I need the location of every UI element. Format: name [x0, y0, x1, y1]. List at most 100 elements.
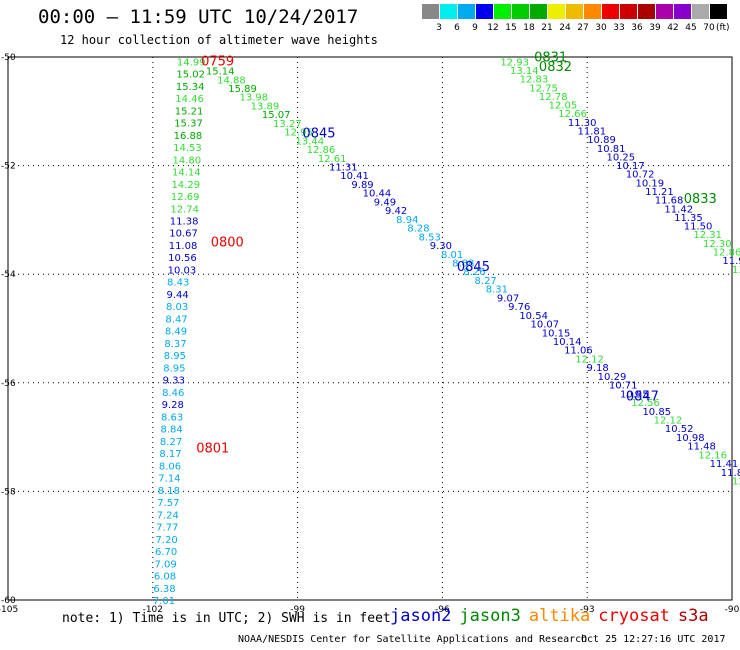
colorbar-label: 3: [436, 23, 442, 33]
swh-value: 8.01: [441, 250, 463, 261]
colorbar-swatch: [656, 4, 673, 19]
swh-value: 8.84: [160, 425, 182, 436]
swh-value: 11.86: [721, 468, 740, 479]
swh-value: 8.37: [164, 339, 186, 350]
swh-value: 11.08: [169, 241, 198, 252]
swh-value: 9.42: [385, 206, 407, 217]
satellite-legend-item: altika: [528, 606, 591, 626]
swh-value: 9.49: [374, 197, 396, 208]
swh-value: 8.49: [165, 327, 187, 338]
swh-value: 12.04: [732, 477, 740, 488]
lat-tick-label: -50: [1, 53, 16, 63]
swh-value: 12.30: [703, 239, 732, 250]
swh-value: 14.53: [173, 143, 202, 154]
swh-value: 7.09: [154, 559, 176, 570]
swh-value: 10.85: [642, 407, 671, 418]
swh-value: 11.92: [722, 256, 740, 267]
swh-value: 7.14: [158, 474, 180, 485]
swh-value: 13.44: [295, 136, 324, 147]
swh-value: 11.68: [655, 196, 684, 207]
swh-value: 15.37: [174, 119, 203, 130]
colorbar-swatch: [548, 4, 565, 19]
colorbar-swatch: [710, 4, 727, 19]
swh-value: 15.89: [228, 84, 257, 95]
swh-value: 14.46: [175, 94, 204, 105]
swh-value: 12.16: [698, 450, 727, 461]
swh-value: 9.44: [167, 290, 189, 301]
swh-value: 12.31: [693, 230, 722, 241]
swh-value: 9.28: [162, 400, 184, 411]
swh-value: 11.50: [684, 222, 713, 233]
swh-value: 15.07: [262, 110, 291, 121]
swh-value: 14.29: [171, 180, 200, 191]
satellite-track: 12.9313.1412.8312.7512.7812.0512.6611.30…: [500, 57, 740, 275]
lon-tick-label: -105: [0, 605, 18, 615]
swh-value: 9.30: [430, 241, 452, 252]
pass-time-label: 0800: [211, 236, 244, 251]
swh-value: 12.56: [631, 398, 660, 409]
satellite-legend: jason2 jason3 altika cryosat s3a: [390, 606, 717, 626]
lat-tick-label: -60: [1, 596, 16, 606]
swh-value: 12.75: [529, 83, 558, 94]
swh-value: 10.72: [626, 170, 655, 181]
swh-value: 12.05: [549, 101, 578, 112]
swh-value: 7.01: [153, 596, 175, 607]
colorbar-label: 15: [505, 23, 517, 33]
swh-value: 13.14: [510, 66, 539, 77]
swh-value: 8.47: [165, 314, 187, 325]
colorbar-swatch: [422, 4, 439, 19]
swh-value: 10.44: [363, 189, 392, 200]
swh-value: 7.57: [157, 498, 179, 509]
swh-value: 10.71: [609, 381, 638, 392]
swh-value: 8.31: [486, 285, 508, 296]
colorbar-swatch: [476, 4, 493, 19]
lon-tick-label: -99: [290, 605, 305, 615]
colorbar-label: 42: [667, 23, 679, 33]
colorbar-swatch: [584, 4, 601, 19]
lon-tick-label: -102: [143, 605, 163, 615]
swh-value: 10.67: [169, 229, 198, 240]
swh-value: 8.17: [159, 449, 181, 460]
swh-value: 8.28: [407, 224, 429, 235]
swh-value: 10.19: [635, 178, 664, 189]
colorbar-label: 12: [487, 23, 499, 33]
swh-value: 10.15: [542, 328, 571, 339]
generated-timestamp: Oct 25 12:27:16 UTC 2017: [581, 634, 726, 645]
swh-value: 13.89: [251, 101, 280, 112]
swh-value: 11.81: [578, 126, 607, 137]
map-title: 00:00 – 11:59 UTC 10/24/2017: [38, 6, 359, 28]
swh-value: 15.02: [176, 70, 205, 81]
colorbar-label: 6: [454, 23, 460, 33]
colorbar-label: 27: [577, 23, 589, 33]
swh-value: 13.98: [239, 93, 268, 104]
swh-value: 11.31: [329, 163, 358, 174]
swh-value: 8.63: [161, 412, 183, 423]
swh-value: 12.78: [539, 92, 568, 103]
colorbar-label: 36: [631, 23, 643, 33]
swh-value: 10.29: [598, 372, 627, 383]
lat-lon-grid: [8, 57, 732, 600]
swh-value: 10.07: [531, 320, 560, 331]
pass-time-label: 0832: [539, 60, 572, 75]
swh-value: 12.66: [558, 109, 587, 120]
swh-value: 8.27: [475, 276, 497, 287]
swh-value: 12.95: [284, 128, 313, 139]
satellite-legend-item: jason3: [459, 606, 521, 626]
swh-value: 8.95: [163, 363, 185, 374]
swh-value: 11.41: [710, 459, 739, 470]
swh-value: 8.95: [164, 351, 186, 362]
swh-value: 6.08: [154, 572, 176, 583]
swh-value: 11.38: [170, 216, 199, 227]
swh-value: 14.88: [217, 75, 246, 86]
swh-value: 12.86: [713, 247, 740, 258]
swh-value: 9.33: [163, 376, 185, 387]
swh-value: 8.26: [463, 267, 485, 278]
swh-value: 12.74: [170, 204, 199, 215]
map-subtitle: 12 hour collection of altimeter wave hei…: [60, 33, 378, 47]
swh-value: 8.03: [166, 302, 188, 313]
swh-value: 8.88: [452, 258, 474, 269]
swh-value: 10.41: [340, 171, 369, 182]
swh-value: 12.86: [307, 145, 336, 156]
colorbar-swatch: [692, 4, 709, 19]
swh-value: 10.17: [616, 161, 645, 172]
